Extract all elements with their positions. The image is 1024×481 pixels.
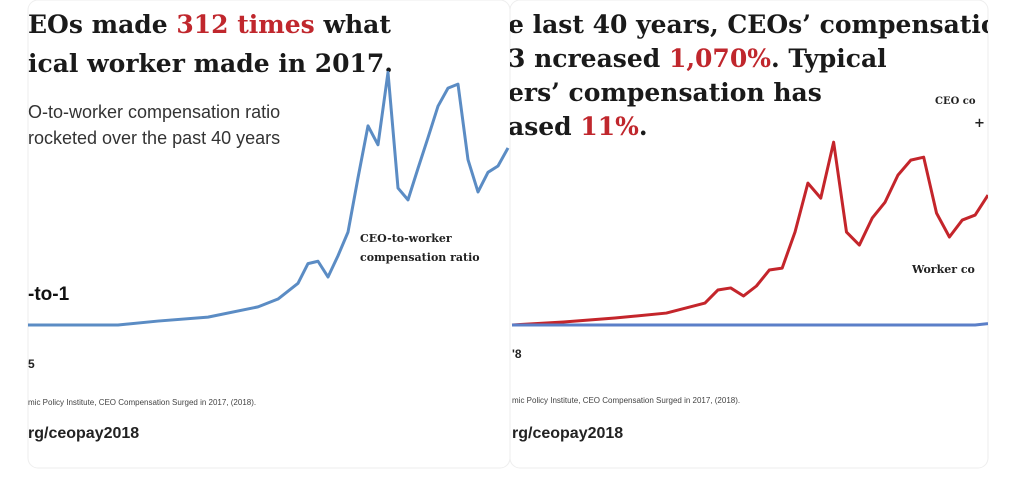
annotation: + — [974, 116, 985, 131]
data-line — [511, 140, 988, 327]
title-text: what — [315, 10, 392, 39]
title-line: ased 11%. — [508, 112, 648, 141]
annotation: compensation ratio — [360, 251, 480, 264]
annotation: Worker co — [911, 263, 975, 276]
image-card[interactable] — [509, 0, 989, 469]
subtitle: rocketed over the past 40 years — [28, 128, 280, 148]
source: mic Policy Institute, CEO Compensation S… — [512, 396, 740, 405]
title-text: EOs made — [28, 10, 176, 39]
title-line: ers’ compensation has — [508, 78, 822, 107]
title-line: ical worker made in 2017. — [28, 49, 393, 78]
url: rg/ceopay2018 — [28, 425, 139, 442]
annotation: CEO-to-worker — [360, 232, 452, 245]
highlight-text: 11% — [580, 112, 639, 141]
title-line: e last 40 years, CEOs’ compensatio — [508, 10, 998, 39]
highlight-text: 1,070% — [669, 44, 771, 73]
axis-label: -to-1 — [28, 284, 70, 305]
annotation: CEO co — [935, 96, 976, 107]
data-line — [28, 70, 510, 327]
title-text: ased — [508, 112, 580, 141]
title-line: 3 ncreased 1,070%. Typical — [508, 44, 887, 73]
chart-panel: EOs made 312 times what ical worker made … — [28, 10, 510, 442]
title-text: 3 ncreased — [508, 44, 669, 73]
title-text: ical worker made in 2017. — [28, 49, 393, 78]
title-text: ers’ compensation has — [508, 78, 822, 107]
data-line — [512, 322, 988, 327]
source: mic Policy Institute, CEO Compensation S… — [28, 398, 256, 407]
chart-panel: e last 40 years, CEOs’ compensatio 3 ncre… — [508, 10, 998, 442]
subtitle: O-to-worker compensation ratio — [28, 102, 280, 122]
x-tick-label: 5 — [28, 357, 35, 371]
highlight-text: 312 times — [176, 10, 314, 39]
url: rg/ceopay2018 — [512, 425, 623, 442]
title-text: e last 40 years, CEOs’ compensatio — [508, 10, 998, 39]
title-line: EOs made 312 times what — [28, 10, 391, 39]
title-text: . Typical — [771, 44, 887, 73]
title-text: . — [639, 112, 648, 141]
x-tick-label: '8 — [512, 347, 522, 361]
